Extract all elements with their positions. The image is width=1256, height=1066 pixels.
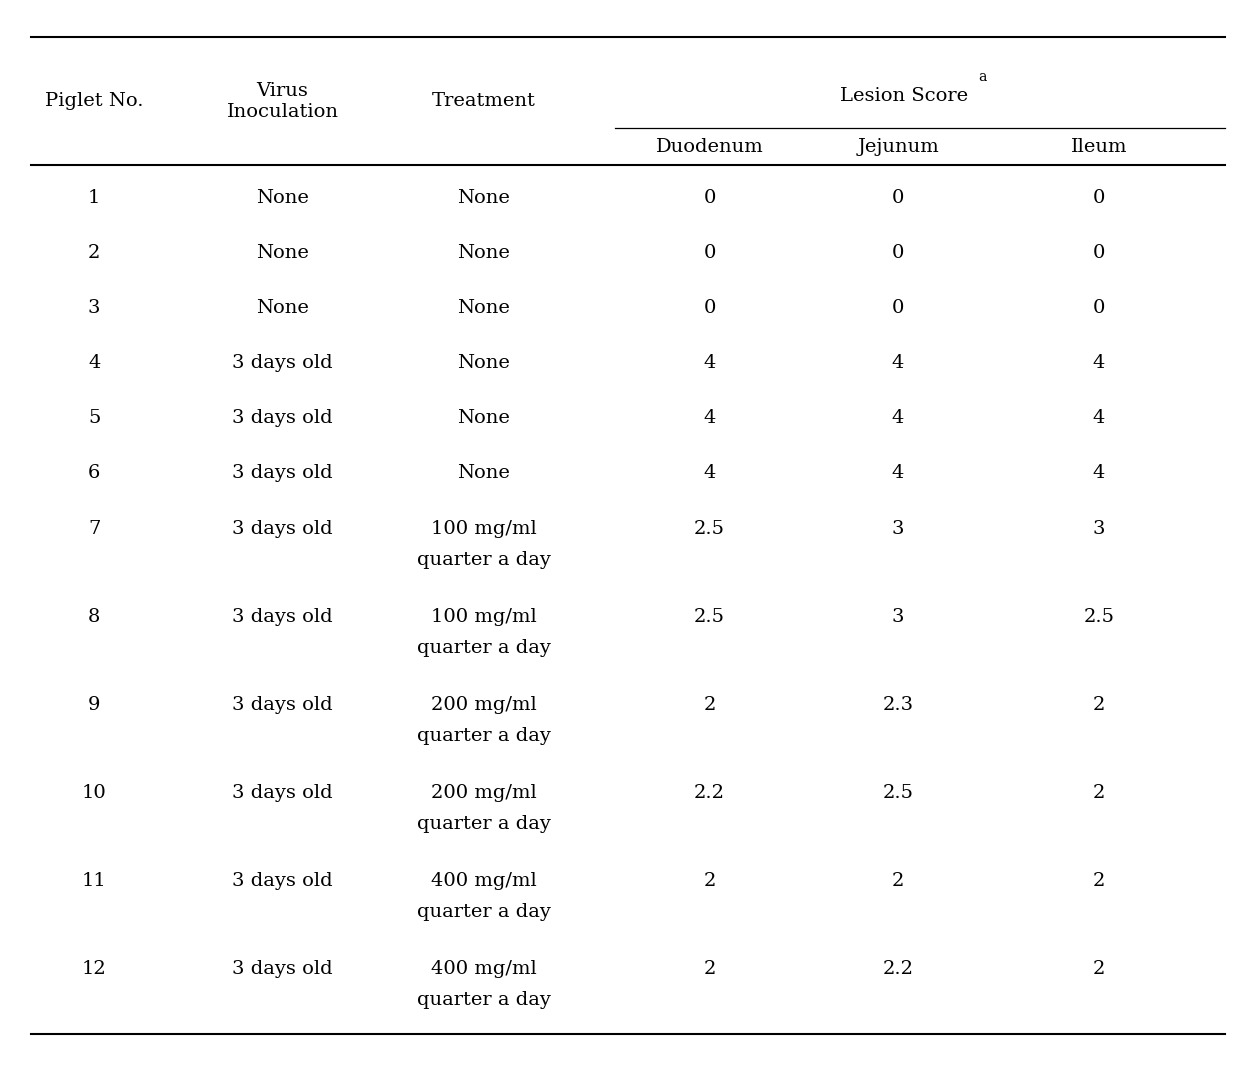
Text: 4: 4: [1093, 354, 1105, 372]
Text: 0: 0: [703, 244, 716, 262]
Text: 3: 3: [88, 300, 100, 317]
Text: 2: 2: [703, 872, 716, 890]
Text: 100 mg/ml: 100 mg/ml: [431, 520, 536, 538]
Text: 4: 4: [88, 354, 100, 372]
Text: 3: 3: [892, 609, 904, 626]
Text: 4: 4: [892, 354, 904, 372]
Text: 2.5: 2.5: [1084, 609, 1114, 626]
Text: 3 days old: 3 days old: [232, 409, 333, 427]
Text: 2: 2: [88, 244, 100, 262]
Text: 3 days old: 3 days old: [232, 696, 333, 714]
Text: 2: 2: [1093, 785, 1105, 803]
Text: 2: 2: [703, 960, 716, 979]
Text: 3 days old: 3 days old: [232, 872, 333, 890]
Text: 100 mg/ml: 100 mg/ml: [431, 609, 536, 626]
Text: quarter a day: quarter a day: [417, 727, 550, 745]
Text: 400 mg/ml: 400 mg/ml: [431, 960, 536, 979]
Text: 5: 5: [88, 409, 100, 427]
Text: 4: 4: [892, 409, 904, 427]
Text: 4: 4: [703, 464, 716, 482]
Text: 4: 4: [1093, 409, 1105, 427]
Text: quarter a day: quarter a day: [417, 639, 550, 657]
Text: 2.2: 2.2: [695, 785, 725, 803]
Text: None: None: [457, 244, 510, 262]
Text: quarter a day: quarter a day: [417, 551, 550, 569]
Text: None: None: [256, 300, 309, 317]
Text: 0: 0: [892, 300, 904, 317]
Text: None: None: [256, 244, 309, 262]
Text: 2: 2: [1093, 960, 1105, 979]
Text: None: None: [256, 189, 309, 207]
Text: 3 days old: 3 days old: [232, 609, 333, 626]
Text: None: None: [457, 300, 510, 317]
Text: 2: 2: [703, 696, 716, 714]
Text: 2: 2: [1093, 696, 1105, 714]
Text: None: None: [457, 354, 510, 372]
Text: 0: 0: [892, 244, 904, 262]
Text: 3 days old: 3 days old: [232, 354, 333, 372]
Text: 12: 12: [82, 960, 107, 979]
Text: 400 mg/ml: 400 mg/ml: [431, 872, 536, 890]
Text: 3 days old: 3 days old: [232, 785, 333, 803]
Text: 3: 3: [1093, 520, 1105, 538]
Text: quarter a day: quarter a day: [417, 991, 550, 1010]
Text: None: None: [457, 189, 510, 207]
Text: 2.5: 2.5: [883, 785, 913, 803]
Text: 4: 4: [703, 409, 716, 427]
Text: 0: 0: [703, 300, 716, 317]
Text: Treatment: Treatment: [432, 93, 535, 110]
Text: 3: 3: [892, 520, 904, 538]
Text: 0: 0: [892, 189, 904, 207]
Text: None: None: [457, 409, 510, 427]
Text: 1: 1: [88, 189, 100, 207]
Text: 4: 4: [703, 354, 716, 372]
Text: 2: 2: [1093, 872, 1105, 890]
Text: 9: 9: [88, 696, 100, 714]
Text: Piglet No.: Piglet No.: [45, 93, 143, 110]
Text: 11: 11: [82, 872, 107, 890]
Text: 3 days old: 3 days old: [232, 464, 333, 482]
Text: 4: 4: [1093, 464, 1105, 482]
Text: 10: 10: [82, 785, 107, 803]
Text: 2.3: 2.3: [883, 696, 913, 714]
Text: 2.2: 2.2: [883, 960, 913, 979]
Text: 2.5: 2.5: [695, 609, 725, 626]
Text: 2.5: 2.5: [695, 520, 725, 538]
Text: a: a: [978, 69, 986, 84]
Text: Jejunum: Jejunum: [857, 138, 939, 156]
Text: 0: 0: [1093, 189, 1105, 207]
Text: Virus
Inoculation: Virus Inoculation: [226, 82, 339, 120]
Text: 8: 8: [88, 609, 100, 626]
Text: 0: 0: [1093, 300, 1105, 317]
Text: quarter a day: quarter a day: [417, 815, 550, 833]
Text: 6: 6: [88, 464, 100, 482]
Text: 200 mg/ml: 200 mg/ml: [431, 696, 536, 714]
Text: 3 days old: 3 days old: [232, 520, 333, 538]
Text: 2: 2: [892, 872, 904, 890]
Text: 4: 4: [892, 464, 904, 482]
Text: Duodenum: Duodenum: [656, 138, 764, 156]
Text: 0: 0: [703, 189, 716, 207]
Text: 3 days old: 3 days old: [232, 960, 333, 979]
Text: None: None: [457, 464, 510, 482]
Text: Ileum: Ileum: [1071, 138, 1127, 156]
Text: 0: 0: [1093, 244, 1105, 262]
Text: quarter a day: quarter a day: [417, 903, 550, 921]
Text: 7: 7: [88, 520, 100, 538]
Text: Lesion Score: Lesion Score: [840, 87, 968, 104]
Text: 200 mg/ml: 200 mg/ml: [431, 785, 536, 803]
